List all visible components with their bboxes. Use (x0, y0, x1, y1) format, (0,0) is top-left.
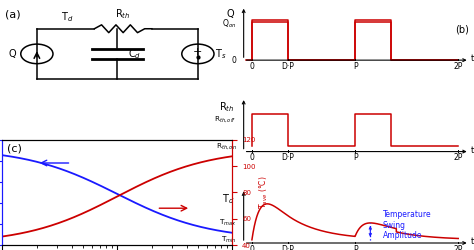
Text: R$_{th}$: R$_{th}$ (219, 100, 234, 114)
Text: (b): (b) (455, 25, 468, 35)
Text: D·P: D·P (282, 62, 294, 71)
Text: R$_{th,off}$: R$_{th,off}$ (214, 114, 237, 124)
Text: 2P: 2P (454, 244, 463, 250)
Text: 0: 0 (232, 56, 237, 65)
Text: 0: 0 (249, 153, 255, 162)
Text: 2P: 2P (454, 62, 463, 71)
Text: Q: Q (9, 49, 17, 59)
Text: t: t (471, 54, 474, 64)
Text: P: P (353, 153, 357, 162)
Text: t: t (471, 146, 474, 155)
Text: R$_{th}$: R$_{th}$ (116, 7, 131, 21)
Text: 2P: 2P (454, 153, 463, 162)
Text: +: + (193, 47, 202, 57)
Y-axis label: T$_{ave}$ (°C): T$_{ave}$ (°C) (257, 176, 270, 209)
Text: R$_{th,on}$: R$_{th,on}$ (216, 140, 237, 150)
Text: t: t (471, 237, 474, 246)
Text: C$_d$: C$_d$ (128, 47, 141, 61)
Text: D·P: D·P (282, 244, 294, 250)
Text: Q: Q (227, 9, 234, 19)
Text: D·P: D·P (282, 153, 294, 162)
Text: T$_s$: T$_s$ (215, 47, 227, 61)
Text: 0: 0 (249, 244, 255, 250)
Text: (c): (c) (7, 143, 22, 153)
Text: T$_{max}$: T$_{max}$ (219, 218, 237, 228)
Text: T$_{min}$: T$_{min}$ (221, 235, 237, 245)
Text: Temperature
Swing
Amplitude: Temperature Swing Amplitude (383, 210, 431, 240)
Text: T$_d$: T$_d$ (222, 192, 234, 206)
Text: 0: 0 (249, 62, 255, 71)
Text: P: P (353, 62, 357, 71)
Text: T$_d$: T$_d$ (61, 10, 73, 24)
Text: Q$_{on}$: Q$_{on}$ (222, 18, 237, 30)
Text: (a): (a) (5, 9, 20, 19)
Text: P: P (353, 244, 357, 250)
